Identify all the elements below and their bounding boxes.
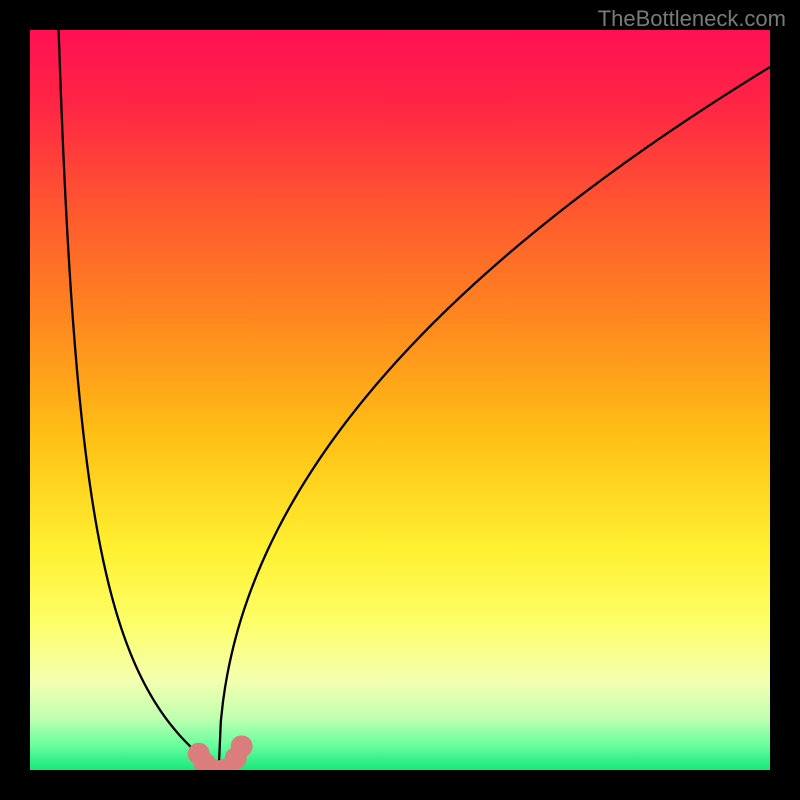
- watermark-text: TheBottleneck.com: [598, 6, 786, 32]
- gradient-background: [30, 30, 770, 770]
- bottleneck-chart: [0, 0, 800, 800]
- chart-frame: TheBottleneck.com: [0, 0, 800, 800]
- data-marker: [231, 735, 253, 757]
